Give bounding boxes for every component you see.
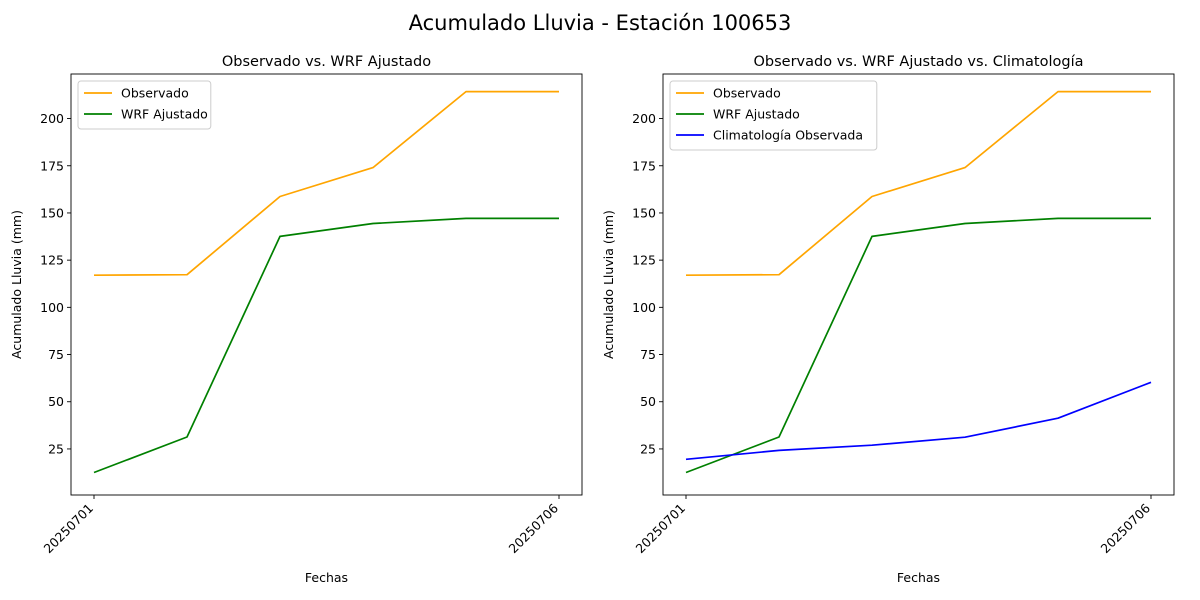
y-axis-label: Acumulado Lluvia (mm): [9, 210, 24, 359]
y-tick-label: 125: [40, 253, 64, 268]
y-axis-label: Acumulado Lluvia (mm): [601, 210, 616, 359]
y-tick-label: 100: [40, 300, 64, 315]
y-tick-label: 150: [40, 205, 64, 220]
y-tick-label: 50: [48, 394, 64, 409]
series-line-observado: [685, 90, 1151, 277]
x-tick-label: 20250701: [41, 501, 97, 557]
axes-frame: [662, 73, 1175, 496]
legend: Observado WRF Ajustado: [77, 80, 212, 130]
chart-title: Observado vs. WRF Ajustado vs. Climatolo…: [754, 54, 1084, 70]
series-line-wrf-ajustado: [685, 217, 1151, 474]
y-tick-label: 75: [48, 347, 64, 362]
y-tick-label: 200: [632, 111, 656, 126]
axes-frame: [70, 73, 583, 496]
x-tick-label: 20250701: [633, 501, 689, 557]
y-tick-label: 150: [632, 205, 656, 220]
series-line-wrf-ajustado: [93, 217, 559, 474]
y-tick-label: 175: [40, 158, 64, 173]
legend-box: [669, 80, 878, 151]
series-line-climatolog-a-observada: [685, 381, 1152, 461]
y-tick-label: 75: [640, 347, 656, 362]
chart-panel-2: Observado vs. WRF Ajustado vs. Climatolo…: [601, 54, 1175, 585]
x-tick-label: 20250706: [1098, 500, 1154, 556]
x-axis-label: Fechas: [305, 570, 348, 585]
y-tick-label: 200: [40, 111, 64, 126]
legend-label: WRF Ajustado: [121, 107, 208, 122]
y-tick-label: 175: [632, 158, 656, 173]
legend-label: Observado: [713, 86, 781, 101]
legend-label: Climatología Observada: [713, 128, 863, 143]
legend: Observado WRF Ajustado Climatología Observ…: [669, 80, 878, 151]
chart-panel-1: Observado vs. WRF Ajustado 25 50 75 100 125 15…: [9, 54, 583, 585]
y-tick-label: 50: [640, 394, 656, 409]
legend-label: Observado: [121, 86, 189, 101]
chart-title: Observado vs. WRF Ajustado: [222, 54, 431, 70]
y-tick-label: 25: [640, 441, 656, 456]
y-tick-label: 125: [632, 253, 656, 268]
series-line-observado: [93, 90, 559, 277]
y-tick-label: 100: [632, 300, 656, 315]
y-tick-label: 25: [48, 441, 64, 456]
x-tick-label: 20250706: [506, 500, 562, 556]
x-axis-label: Fechas: [897, 570, 940, 585]
figure-suptitle: Acumulado Lluvia - Estación 100653: [409, 11, 792, 35]
legend-label: WRF Ajustado: [713, 107, 800, 122]
